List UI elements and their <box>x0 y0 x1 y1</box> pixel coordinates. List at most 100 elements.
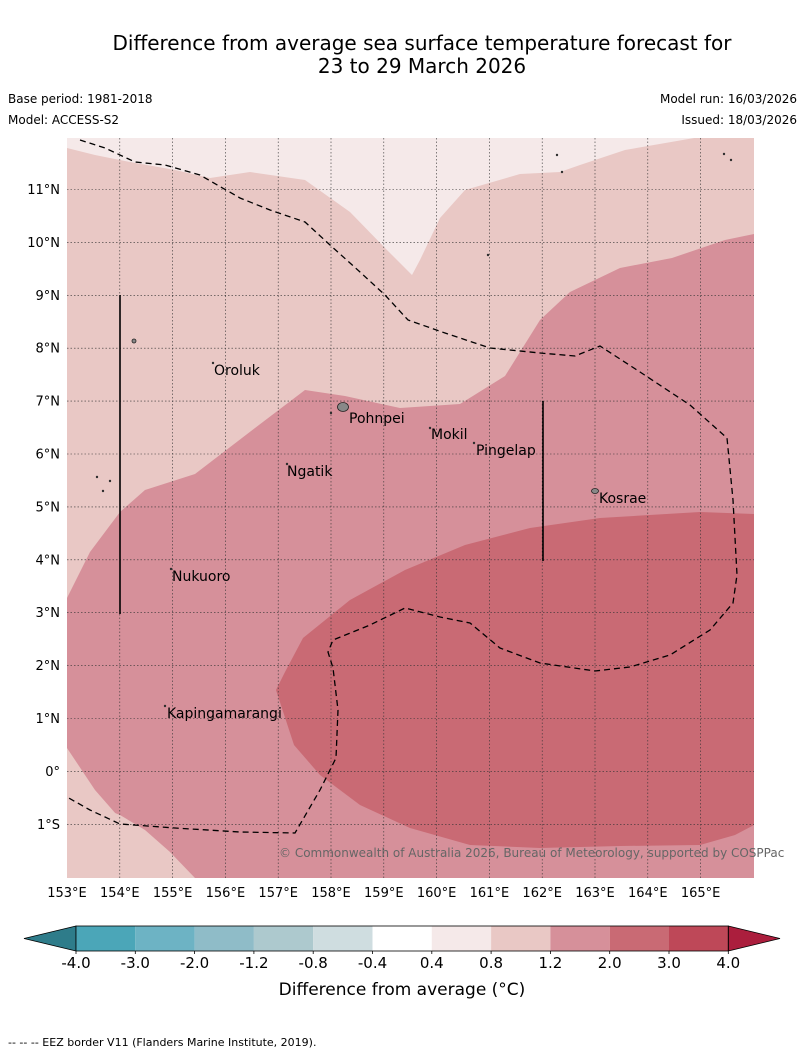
colorbar-segment <box>135 926 195 951</box>
lon-tick-label: 155°E <box>153 886 193 901</box>
footnote-eez: -- -- -- EEZ border V11 (Flanders Marine… <box>8 1036 317 1049</box>
colorbar-segment <box>669 926 729 951</box>
lon-tick-label: 160°E <box>417 886 457 901</box>
lat-tick-label: 1°N <box>36 712 61 727</box>
latitude-tick-labels: 11°N 10°N 9°N 8°N 7°N 6°N 5°N 4°N 3°N 2°N 1°N 0° 1°S <box>27 183 60 833</box>
lat-tick-label: 5°N <box>36 500 61 515</box>
place-label-kapingamarangi: Kapingamarangi <box>167 706 282 722</box>
islet <box>131 338 137 344</box>
kosrae-island <box>591 488 599 494</box>
kapingamarangi-islet <box>163 704 167 708</box>
colorbar-segment <box>76 926 136 951</box>
colorbar-tick-label: 4.0 <box>716 954 740 972</box>
chart-title-line2: 23 to 29 March 2026 <box>317 54 527 78</box>
colorbar-segment <box>372 926 432 951</box>
lon-tick-label: 164°E <box>628 886 668 901</box>
lon-tick-label: 158°E <box>311 886 351 901</box>
place-label-kosrae: Kosrae <box>599 491 646 507</box>
colorbar-segment <box>194 926 254 951</box>
place-label-ngatik: Ngatik <box>287 464 333 480</box>
lon-tick-label: 157°E <box>258 886 298 901</box>
ngatik-islet <box>285 462 289 466</box>
lat-tick-label: 4°N <box>36 553 61 568</box>
islands <box>95 152 733 708</box>
colorbar-tick-label: 0.4 <box>420 954 444 972</box>
place-label-nukuoro: Nukuoro <box>172 569 230 585</box>
islet <box>329 411 333 415</box>
place-labels: Oroluk Pohnpei Mokil Pingelap Ngatik Kos… <box>167 363 646 722</box>
lat-tick-label: 0° <box>45 765 60 780</box>
colorbar-tick-label: -0.4 <box>358 954 387 972</box>
colorbar-segment <box>253 926 314 951</box>
lat-tick-label: 10°N <box>27 236 60 251</box>
lat-tick-label: 1°S <box>37 818 60 833</box>
place-label-oroluk: Oroluk <box>214 363 261 379</box>
lon-tick-label: 161°E <box>470 886 510 901</box>
colorbar-title: Difference from average (°C) <box>278 980 526 1000</box>
lon-tick-label: 154°E <box>100 886 140 901</box>
lat-tick-label: 9°N <box>36 289 61 304</box>
lon-tick-label: 165°E <box>681 886 721 901</box>
colorbar-tick-label: -0.8 <box>299 954 328 972</box>
pingelap-islet <box>472 441 476 445</box>
lat-tick-label: 2°N <box>36 659 61 674</box>
chart-title: Difference from average sea surface temp… <box>0 32 804 78</box>
colorbar-segment <box>491 926 551 951</box>
lon-tick-label: 156°E <box>206 886 246 901</box>
colorbar-tick-label: 3.0 <box>657 954 681 972</box>
colorbar-segment <box>550 926 610 951</box>
issued-label: Issued: 18/03/2026 <box>681 113 797 127</box>
lon-tick-label: 163°E <box>575 886 615 901</box>
oroluk-islet <box>211 361 215 365</box>
colorbar <box>23 925 781 952</box>
colorbar-tick-label: 0.8 <box>479 954 503 972</box>
islet <box>722 152 726 156</box>
sst-band-2.0-3.0 <box>276 512 754 848</box>
sst-band-1.2-2.0-corner <box>690 825 754 878</box>
colorbar-extend-low <box>23 925 77 952</box>
lat-tick-label: 3°N <box>36 606 61 621</box>
chart-title-line1: Difference from average sea surface temp… <box>112 31 732 55</box>
lon-tick-label: 153°E <box>47 886 87 901</box>
colorbar-segment <box>431 926 492 951</box>
lat-tick-label: 8°N <box>36 342 61 357</box>
lat-tick-label: 11°N <box>27 183 60 198</box>
place-label-pohnpei: Pohnpei <box>349 411 405 427</box>
sample-lines <box>119 295 544 614</box>
islet <box>560 170 564 174</box>
place-label-mokil: Mokil <box>431 427 468 443</box>
sst-band-0.8-1.2-bottom <box>67 800 195 878</box>
colorbar-segment <box>609 926 669 951</box>
colorbar-frame <box>75 925 729 952</box>
islet <box>555 153 559 157</box>
islet <box>101 489 105 493</box>
model-label: Model: ACCESS-S2 <box>8 113 120 127</box>
colorbar-extend-high <box>727 925 781 952</box>
longitude-tick-labels: 153°E 154°E 155°E 156°E 157°E 158°E 159°E 160°E… <box>47 886 720 901</box>
islet <box>486 253 490 257</box>
colorbar-tick-label: -1.2 <box>239 954 268 972</box>
colorbar-tick-label: -4.0 <box>61 954 90 972</box>
graticule <box>67 138 754 878</box>
colorbar-tick-labels: -4.0 -3.0 -2.0 -1.2 -0.8 -0.4 0.4 0.8 1.2 2.0 3.0 4… <box>61 951 740 972</box>
base-period-label: Base period: 1981-2018 <box>8 92 153 106</box>
map-area: Oroluk Pohnpei Mokil Pingelap Ngatik Kos… <box>67 138 754 878</box>
place-label-pingelap: Pingelap <box>476 443 536 459</box>
colorbar-tick-label: 2.0 <box>598 954 622 972</box>
colorbar-tick-label: -2.0 <box>180 954 209 972</box>
lon-tick-label: 162°E <box>522 886 562 901</box>
islet <box>729 158 733 162</box>
model-run-label: Model run: 16/03/2026 <box>659 92 797 106</box>
islet <box>95 475 99 479</box>
colorbar-tick-label: -3.0 <box>121 954 150 972</box>
pohnpei-island <box>337 402 349 412</box>
colorbar-segment <box>313 926 373 951</box>
mokil-islet <box>428 426 432 430</box>
islet <box>108 479 112 483</box>
lon-tick-label: 159°E <box>364 886 404 901</box>
lat-tick-label: 6°N <box>36 448 61 463</box>
eez-border <box>67 139 738 834</box>
copyright-notice: © Commonwealth of Australia 2026, Bureau… <box>279 846 784 860</box>
colorbar-tick-label: 1.2 <box>538 954 562 972</box>
